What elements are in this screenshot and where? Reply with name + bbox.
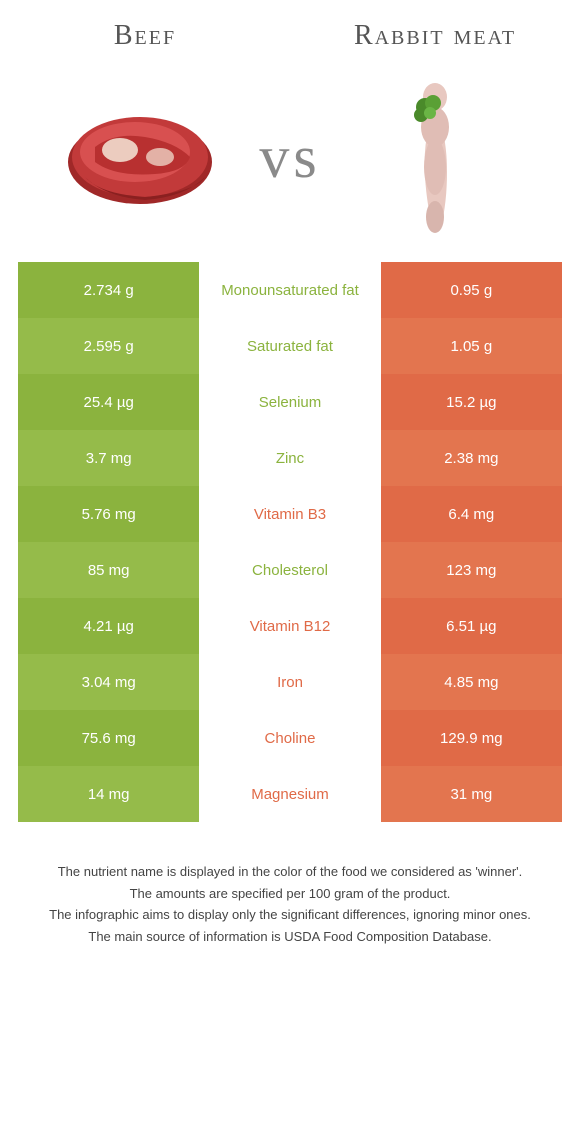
nutrient-row: 3.7 mgZinc2.38 mg [18, 430, 562, 486]
nutrient-row: 5.76 mgVitamin B36.4 mg [18, 486, 562, 542]
nutrient-row: 14 mgMagnesium31 mg [18, 766, 562, 822]
nutrient-name: Selenium [199, 374, 380, 430]
nutrient-row: 85 mgCholesterol123 mg [18, 542, 562, 598]
rabbit-value: 4.85 mg [381, 654, 562, 710]
images-row: vs [0, 62, 580, 262]
title-rabbit: Rabbit meat [290, 20, 580, 52]
beef-value: 3.04 mg [18, 654, 199, 710]
footer-notes: The nutrient name is displayed in the co… [0, 822, 580, 968]
beef-value: 75.6 mg [18, 710, 199, 766]
nutrient-name: Zinc [199, 430, 380, 486]
rabbit-value: 1.05 g [381, 318, 562, 374]
rabbit-icon [395, 77, 475, 237]
nutrient-row: 4.21 µgVitamin B126.51 µg [18, 598, 562, 654]
beef-image [30, 102, 259, 212]
nutrient-name: Iron [199, 654, 380, 710]
rabbit-value: 6.51 µg [381, 598, 562, 654]
beef-value: 85 mg [18, 542, 199, 598]
nutrient-name: Monounsaturated fat [199, 262, 380, 318]
beef-value: 3.7 mg [18, 430, 199, 486]
nutrient-row: 75.6 mgCholine129.9 mg [18, 710, 562, 766]
nutrient-table: 2.734 gMonounsaturated fat0.95 g2.595 gS… [18, 262, 562, 822]
vs-label: vs [259, 123, 320, 192]
beef-value: 14 mg [18, 766, 199, 822]
rabbit-value: 2.38 mg [381, 430, 562, 486]
nutrient-name: Vitamin B3 [199, 486, 380, 542]
beef-value: 2.595 g [18, 318, 199, 374]
rabbit-value: 123 mg [381, 542, 562, 598]
footer-line: The main source of information is USDA F… [30, 927, 550, 947]
header: Beef Rabbit meat [0, 0, 580, 62]
footer-line: The nutrient name is displayed in the co… [30, 862, 550, 882]
rabbit-value: 129.9 mg [381, 710, 562, 766]
footer-line: The amounts are specified per 100 gram o… [30, 884, 550, 904]
rabbit-image [321, 77, 550, 237]
nutrient-row: 2.734 gMonounsaturated fat0.95 g [18, 262, 562, 318]
title-beef: Beef [0, 20, 290, 52]
nutrient-name: Saturated fat [199, 318, 380, 374]
nutrient-row: 3.04 mgIron4.85 mg [18, 654, 562, 710]
rabbit-value: 6.4 mg [381, 486, 562, 542]
beef-value: 2.734 g [18, 262, 199, 318]
beef-value: 5.76 mg [18, 486, 199, 542]
nutrient-name: Vitamin B12 [199, 598, 380, 654]
beef-value: 25.4 µg [18, 374, 199, 430]
beef-icon [65, 102, 225, 212]
rabbit-value: 15.2 µg [381, 374, 562, 430]
nutrient-name: Choline [199, 710, 380, 766]
nutrient-row: 2.595 gSaturated fat1.05 g [18, 318, 562, 374]
nutrient-name: Magnesium [199, 766, 380, 822]
nutrient-name: Cholesterol [199, 542, 380, 598]
nutrient-row: 25.4 µgSelenium15.2 µg [18, 374, 562, 430]
footer-line: The infographic aims to display only the… [30, 905, 550, 925]
rabbit-value: 31 mg [381, 766, 562, 822]
beef-value: 4.21 µg [18, 598, 199, 654]
rabbit-value: 0.95 g [381, 262, 562, 318]
